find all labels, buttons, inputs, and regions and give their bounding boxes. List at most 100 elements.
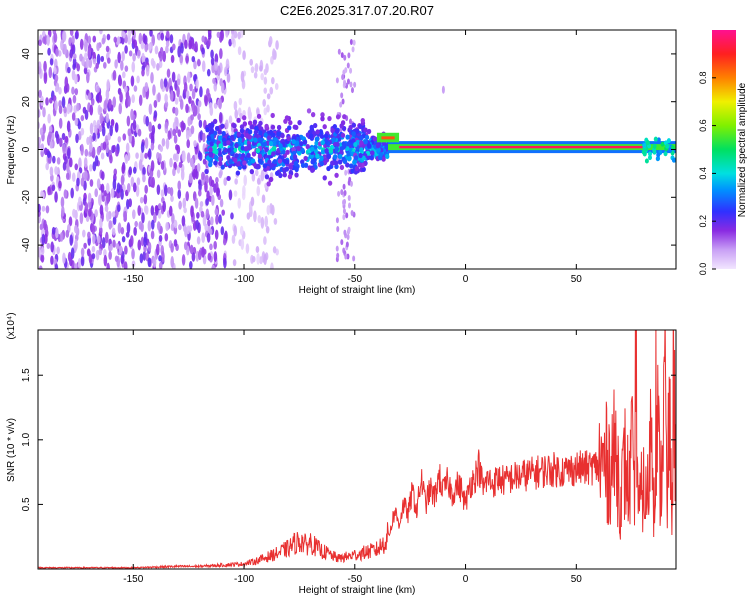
spectrogram-cell (214, 61, 218, 72)
spectrogram-cell (206, 135, 212, 141)
spectrogram-cell (98, 248, 103, 256)
spectrogram-cell (157, 210, 162, 219)
spectrogram-cell (201, 60, 206, 73)
spectrogram-cell (157, 123, 162, 130)
spectrogram-cell (244, 133, 250, 139)
spectrogram-cell (179, 54, 183, 64)
spectrogram-cell (253, 129, 259, 135)
spectrogram-cell (193, 60, 197, 70)
snr-x-label: Height of straight line (km) (299, 585, 416, 596)
colorbar-tick-label: 0.0 (698, 263, 708, 276)
spectrogram-cell (216, 187, 221, 196)
spectrogram-cell (38, 89, 42, 99)
spectrogram-cell (209, 123, 214, 130)
spectrogram-cell (275, 40, 279, 50)
spectrogram-y-tick-label: -40 (21, 237, 32, 252)
spectrogram-cell (249, 124, 254, 130)
spectrogram-cell (353, 81, 357, 88)
spectrogram-cell (322, 124, 327, 130)
spectrogram-cell (177, 180, 182, 191)
spectrogram-cell (344, 67, 348, 74)
spectrogram-cell (202, 248, 207, 255)
spectrogram-cell (101, 171, 105, 181)
spectrogram-cell (80, 143, 84, 156)
spectrogram-cell (192, 168, 197, 180)
spectrogram-cell (353, 142, 358, 148)
spectrogram-cell (140, 236, 145, 247)
spectrogram-cell (92, 35, 97, 43)
spectrogram-cell (309, 153, 315, 159)
spectrogram-cell (344, 253, 348, 260)
spectrogram-cell (333, 160, 339, 166)
spectrogram-cell (258, 65, 263, 72)
spectrogram-cell (341, 74, 345, 81)
spectrogram-cell (118, 245, 123, 254)
spectrogram-cell (96, 235, 101, 244)
spectrogram-cell (112, 70, 117, 81)
spectrogram-cell (226, 154, 231, 161)
spectrogram-cell (137, 239, 142, 251)
spectrogram-cell (176, 85, 180, 98)
spectrogram-cell (169, 187, 174, 197)
spectrogram-cell (352, 159, 357, 165)
spectrogram-cell (208, 162, 213, 168)
spectrogram-cell (239, 128, 245, 134)
spectrogram-cell (359, 140, 364, 146)
spectrogram-cell (121, 236, 126, 243)
spectrogram-cell (309, 124, 314, 130)
spectrogram-cell (154, 205, 159, 213)
spectrogram-cell (54, 166, 58, 175)
snr-y-ticks: 0.5 1.0 1.5 (21, 368, 676, 511)
spectrogram-cell (344, 169, 348, 176)
spectrogram-cell (106, 33, 111, 41)
spectrogram-cell (342, 183, 346, 190)
spectrogram-cell (260, 169, 265, 182)
snr-frame (37, 329, 677, 570)
spectrogram-cell (80, 127, 85, 136)
spectrogram-cell (58, 105, 63, 115)
spectrogram-cell (118, 102, 123, 115)
spectrogram-cell (185, 90, 190, 99)
spectrogram-cell (164, 100, 169, 108)
spectrogram-cell (99, 30, 103, 35)
spectrogram-cell (144, 137, 149, 149)
spectrogram-cell (55, 227, 59, 239)
spectrogram-cell (111, 211, 116, 218)
spectrogram-cell (246, 140, 252, 146)
spectrogram-cell (117, 222, 122, 234)
spectrogram-cell (151, 176, 156, 189)
spectrogram-cell (89, 104, 94, 116)
spectrogram-cell (347, 52, 351, 59)
spectrogram-cell (152, 256, 157, 268)
spectrogram-cell (665, 143, 670, 149)
spectrogram-cell (158, 234, 163, 242)
snr-x-tick-label: -100 (234, 574, 254, 585)
spectrogram-cell (353, 155, 359, 161)
spectrogram-cell (349, 81, 353, 88)
spectrogram-cell (147, 241, 152, 252)
spectrogram-cell (99, 218, 103, 229)
spectrogram-cell (234, 109, 239, 120)
spectrogram-cell (271, 77, 275, 85)
spectrogram-cell (71, 86, 75, 95)
spectrogram-cell (130, 176, 135, 187)
spectrogram-cell (131, 61, 136, 73)
spectrogram-cell (156, 184, 161, 196)
spectrogram-cell (136, 75, 140, 84)
spectrogram-cell (110, 187, 115, 199)
spectrogram-cell (345, 241, 349, 248)
spectrogram-cell (198, 119, 203, 128)
spectrogram-cell (209, 184, 213, 196)
spectrogram-cell (186, 225, 191, 235)
spectrogram-cell (347, 179, 351, 186)
spectrogram-cell (131, 260, 136, 268)
spectrogram-cell (141, 69, 145, 77)
spectrogram-cell (45, 97, 49, 106)
spectrogram-cell (193, 74, 197, 82)
spectrogram-cell (270, 124, 276, 130)
spectrogram-cell (210, 49, 214, 59)
spectrogram-cell (152, 60, 156, 69)
spectrogram-cell (120, 227, 125, 235)
spectrogram-cell (208, 102, 213, 110)
spectrogram-cell (641, 149, 646, 155)
